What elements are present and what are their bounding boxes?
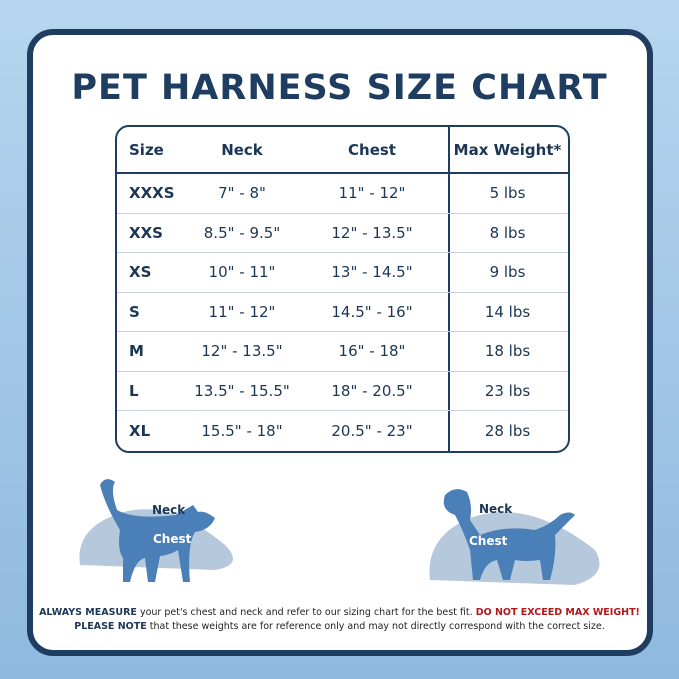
- cell: 14 lbs: [484, 302, 531, 321]
- cell: 13.5" - 15.5": [194, 381, 290, 400]
- please-note-label: PLEASE NOTE: [74, 621, 147, 632]
- cell: XXS: [129, 223, 163, 242]
- cell: 7" - 8": [218, 184, 266, 203]
- cell: XXXS: [129, 184, 175, 203]
- table-row: XL 15.5" - 18" 20.5" - 23" 28 lbs: [117, 411, 568, 451]
- cell: 16" - 18": [338, 342, 406, 361]
- table-row: M 12" - 13.5" 16" - 18" 18 lbs: [117, 332, 568, 372]
- cell: 13" - 14.5": [331, 263, 413, 282]
- cell: Size: [129, 140, 164, 159]
- cell: 18 lbs: [484, 342, 531, 361]
- column-divider: [448, 127, 450, 451]
- cell: 8 lbs: [489, 223, 526, 242]
- cell: 23 lbs: [484, 381, 531, 400]
- cell: 18" - 20.5": [331, 381, 413, 400]
- cell: Max Weight*: [453, 140, 562, 159]
- cell: 11" - 12": [208, 302, 276, 321]
- table-row: XXS 8.5" - 9.5" 12" - 13.5" 8 lbs: [117, 214, 568, 253]
- cell: L: [129, 381, 139, 400]
- cell: 14.5" - 16": [331, 302, 413, 321]
- cell: 10" - 11": [208, 263, 276, 282]
- cell: 8.5" - 9.5": [203, 223, 281, 242]
- cell: 11" - 12": [338, 184, 406, 203]
- cell: 20.5" - 23": [331, 421, 413, 440]
- table-row: XS 10" - 11" 13" - 14.5" 9 lbs: [117, 253, 568, 293]
- cell: M: [129, 342, 144, 361]
- cell: S: [129, 302, 140, 321]
- page-title: PET HARNESS SIZE CHART: [71, 68, 608, 108]
- table-row: XXXS 7" - 8" 11" - 12" 5 lbs: [117, 174, 568, 214]
- table-row: S 11" - 12" 14.5" - 16" 14 lbs: [117, 293, 568, 332]
- dog-chest-label: Chest: [469, 534, 508, 548]
- dog-neck-label: Neck: [479, 502, 513, 516]
- cell: 9 lbs: [489, 263, 526, 282]
- cell: XS: [129, 263, 152, 282]
- cell: XL: [129, 421, 151, 440]
- footer-note: ALWAYS MEASURE your pet's chest and neck…: [20, 606, 659, 634]
- cell: 15.5" - 18": [201, 421, 283, 440]
- size-table: Size Neck Chest Max Weight* XXXS 7" - 8" 11" -…: [115, 125, 570, 453]
- cell: Neck: [221, 140, 263, 159]
- measure-text: your pet's chest and neck and refer to o…: [136, 607, 476, 618]
- cat-neck-label: Neck: [152, 503, 186, 517]
- cell: 5 lbs: [489, 184, 526, 203]
- cat-chest-label: Chest: [153, 532, 192, 546]
- table-row: L 13.5" - 15.5" 18" - 20.5" 23 lbs: [117, 372, 568, 411]
- table-header: Size Neck Chest Max Weight*: [117, 127, 568, 174]
- cat-illustration: [79, 479, 233, 582]
- weight-warning: DO NOT EXCEED MAX WEIGHT!: [475, 607, 640, 618]
- note-text: that these weights are for reference onl…: [146, 621, 605, 632]
- cell: 12" - 13.5": [331, 223, 413, 242]
- dog-illustration: [429, 489, 600, 585]
- cell: 28 lbs: [484, 421, 531, 440]
- always-measure-label: ALWAYS MEASURE: [39, 607, 137, 618]
- cell: 12" - 13.5": [201, 342, 283, 361]
- cell: Chest: [348, 140, 396, 159]
